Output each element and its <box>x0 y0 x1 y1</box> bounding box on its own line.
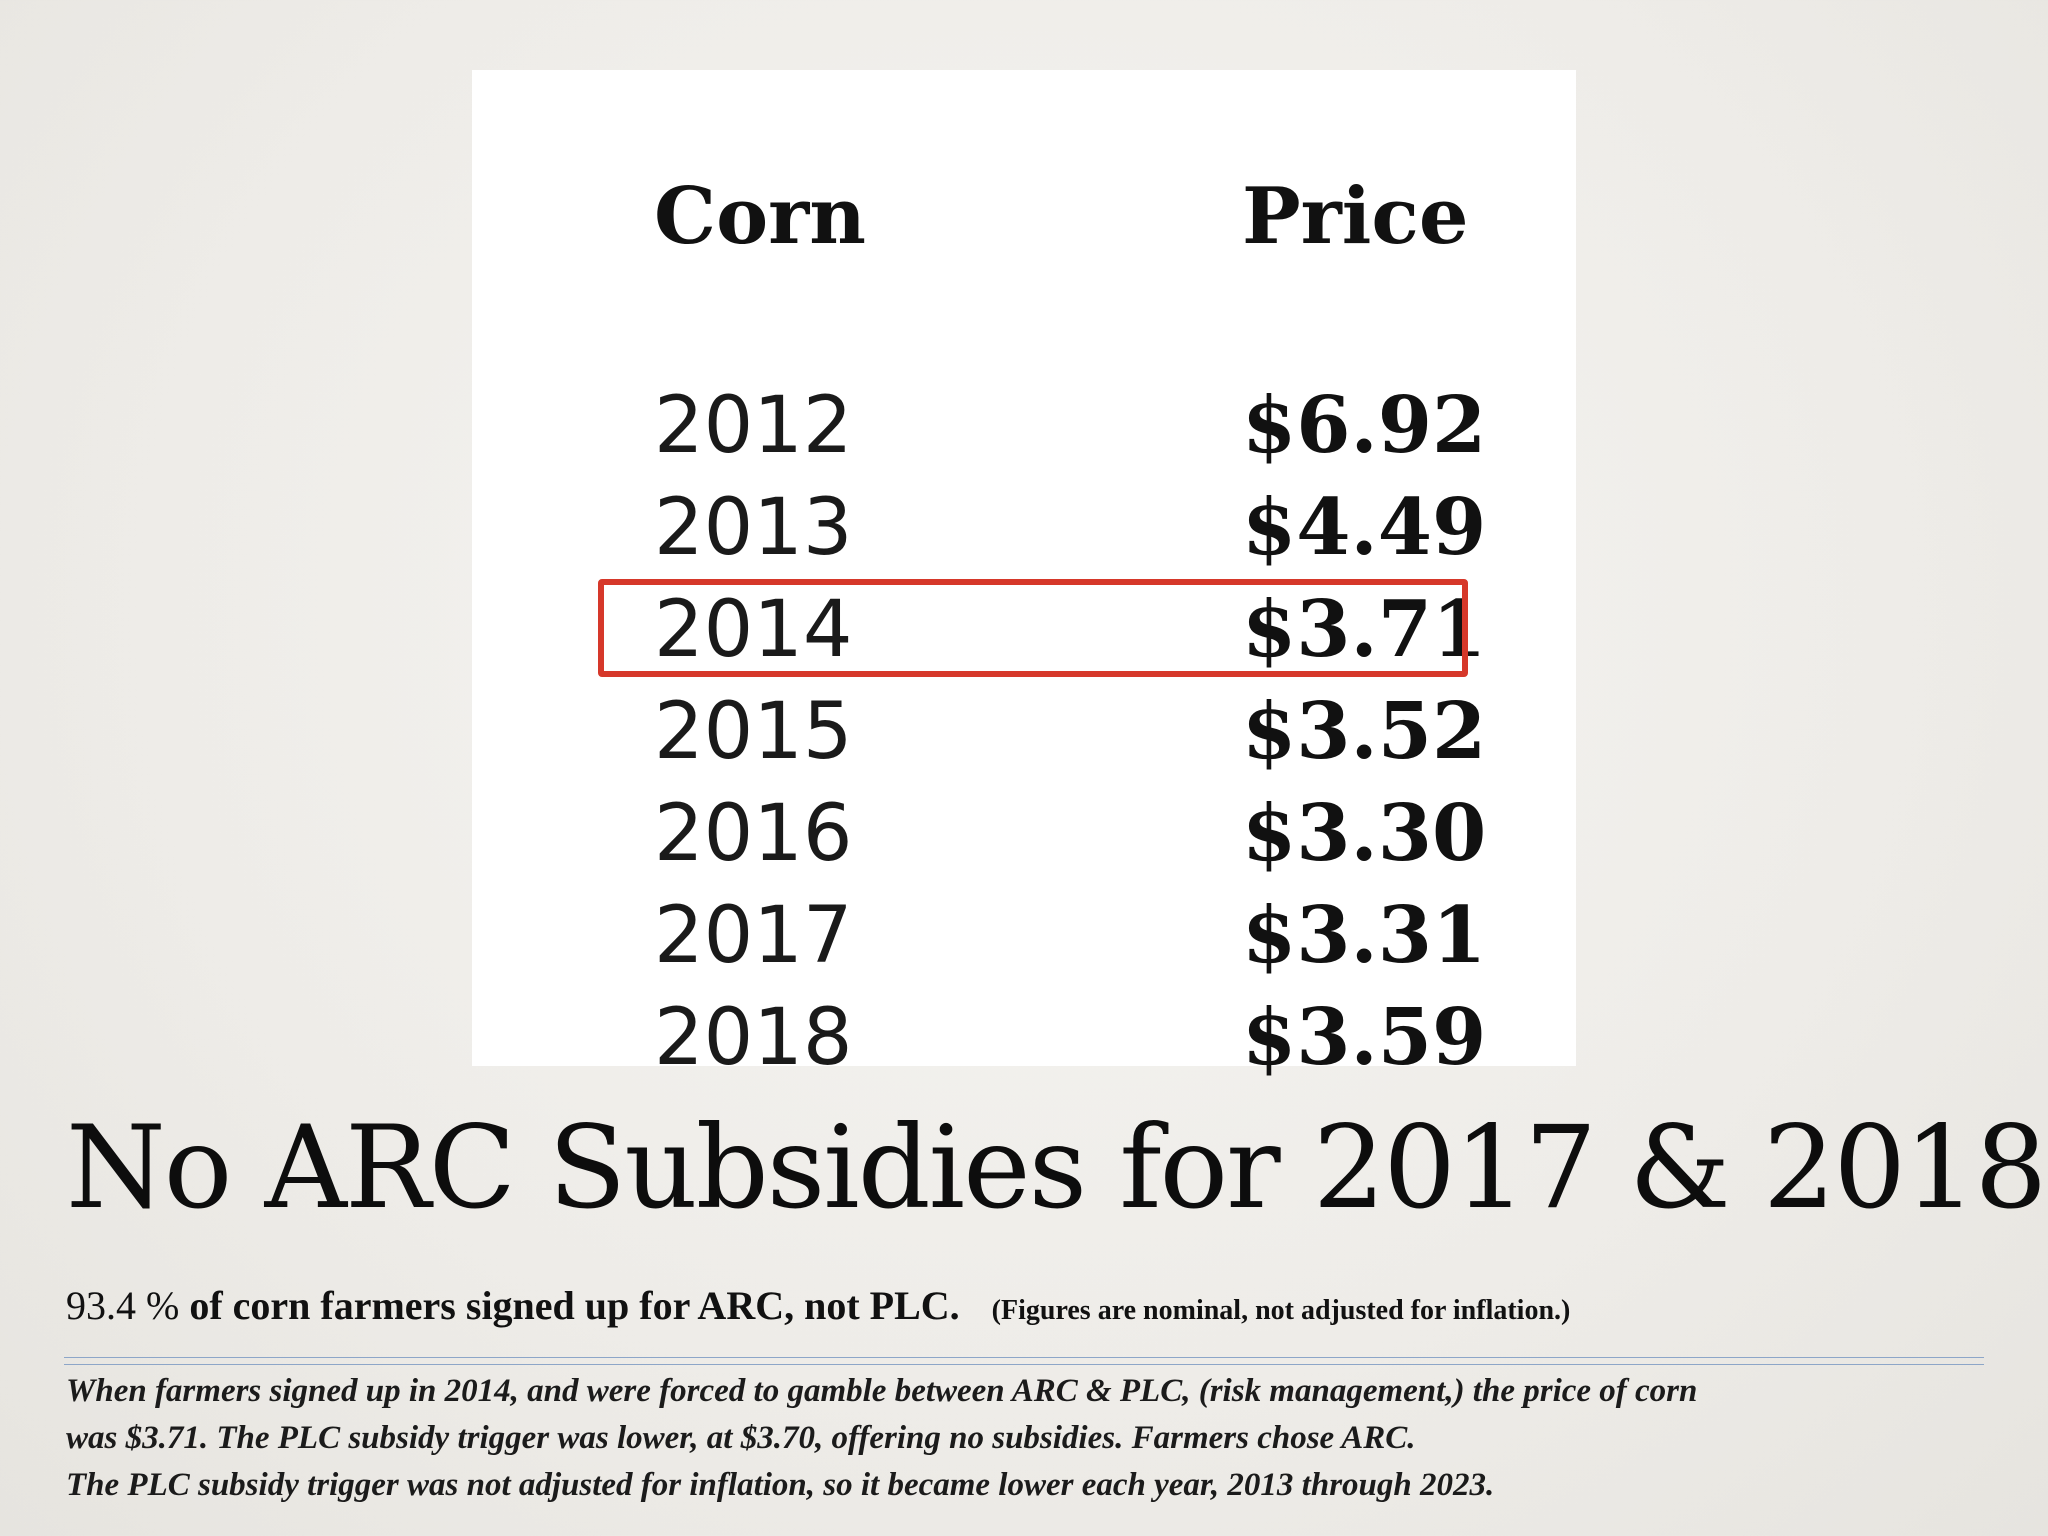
price-cell: $3.31 <box>1242 890 1487 981</box>
price-cell: $3.71 <box>1242 584 1487 675</box>
inflation-note: (Figures are nominal, not adjusted for i… <box>991 1295 1571 1326</box>
year-cell: 2015 <box>654 687 853 777</box>
year-cell: 2017 <box>654 891 853 981</box>
section-divider <box>64 1357 1984 1365</box>
price-cell: $6.92 <box>1242 380 1487 471</box>
header-price: Price <box>1242 171 1469 262</box>
year-cell: 2013 <box>654 483 853 573</box>
table-row: 2012 $6.92 <box>472 375 1576 477</box>
year-cell: 2018 <box>654 993 853 1083</box>
table-row: 2015 $3.52 <box>472 681 1576 783</box>
table-row: 2017 $3.31 <box>472 885 1576 987</box>
table-row: 2018 $3.59 <box>472 987 1576 1089</box>
price-cell: $3.52 <box>1242 686 1487 777</box>
year-cell: 2016 <box>654 789 853 879</box>
header-corn: Corn <box>654 171 866 262</box>
signup-stat-line: 93.4 % of corn farmers signed up for ARC… <box>66 1278 2006 1339</box>
price-cell: $3.59 <box>1242 992 1487 1083</box>
year-cell: 2014 <box>654 585 853 675</box>
explanation-line: The PLC subsidy trigger was not adjusted… <box>66 1467 1495 1503</box>
explanation-text: When farmers signed up in 2014, and were… <box>66 1368 1986 1509</box>
table-row: 2016 $3.30 <box>472 783 1576 885</box>
price-cell: $4.49 <box>1242 482 1487 573</box>
year-cell: 2012 <box>654 381 853 471</box>
corn-price-table: Corn Price 2012 $6.92 2013 $4.49 2014 $3… <box>472 70 1576 1083</box>
price-cell: $3.30 <box>1242 788 1487 879</box>
slide-headline: No ARC Subsidies for 2017 & 2018? <box>66 1101 2048 1234</box>
explanation-line: When farmers signed up in 2014, and were… <box>66 1373 1698 1409</box>
table-row-highlighted: 2014 $3.71 <box>472 579 1576 681</box>
signup-statement: of corn farmers signed up for ARC, not P… <box>189 1283 960 1328</box>
explanation-line: was $3.71. The PLC subsidy trigger was l… <box>66 1420 1416 1456</box>
table-row: 2013 $4.49 <box>472 477 1576 579</box>
signup-percentage: 93.4 % <box>66 1283 180 1328</box>
table-body: 2012 $6.92 2013 $4.49 2014 $3.71 2015 $3… <box>472 375 1576 1089</box>
